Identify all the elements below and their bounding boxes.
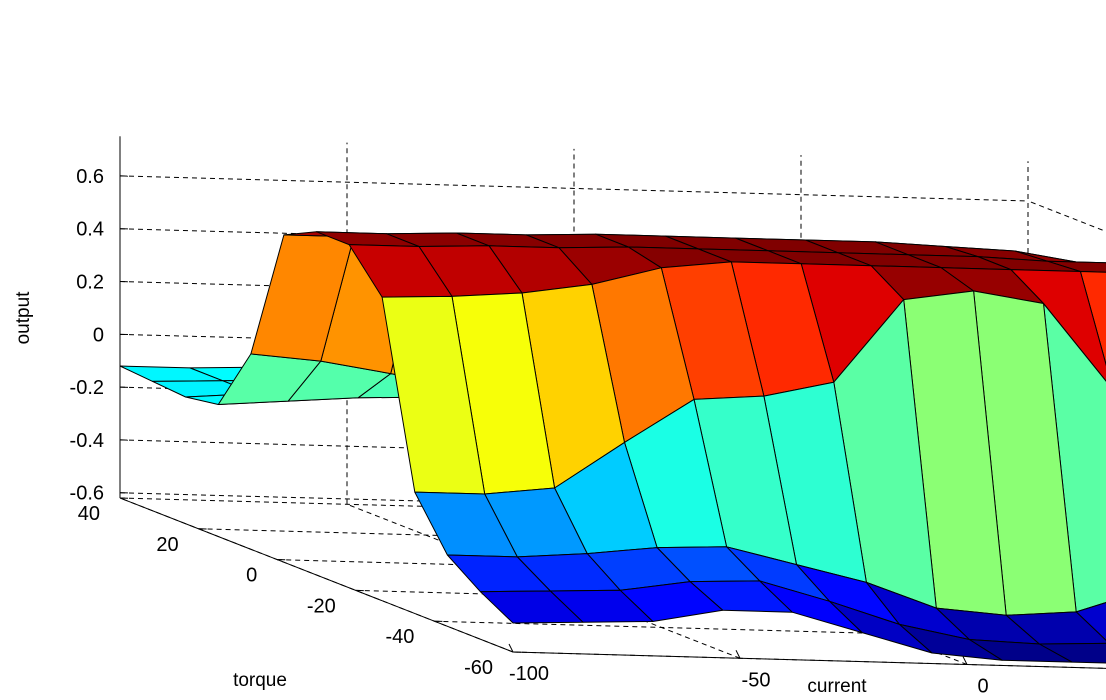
x-tick-label: -100 bbox=[509, 663, 549, 685]
y-tick-label: -60 bbox=[464, 657, 493, 679]
x-tick-mark bbox=[508, 643, 514, 653]
side-wall-grid-line bbox=[1027, 200, 1106, 233]
z-tick-label: 0.6 bbox=[76, 166, 104, 188]
x-tick-mark bbox=[962, 656, 968, 665]
z-tick-label: 0.2 bbox=[76, 272, 104, 294]
z-axis-label: output bbox=[13, 291, 34, 345]
surface-mesh bbox=[119, 231, 1106, 664]
surface-face bbox=[479, 590, 584, 624]
axes bbox=[119, 136, 1106, 669]
y-tick-label: 20 bbox=[156, 534, 178, 556]
x-tick-label: -50 bbox=[742, 669, 771, 691]
x-tick-mark bbox=[735, 650, 741, 659]
z-tick-label: -0.4 bbox=[70, 430, 104, 452]
y-tick-label: 0 bbox=[246, 565, 257, 587]
y-axis-label: torque bbox=[233, 670, 287, 691]
z-tick-label: -0.6 bbox=[70, 483, 104, 505]
y-tick-label: -40 bbox=[385, 626, 414, 648]
tick-labels: -0.6 -0.4 -0.2 0 0.2 0.4 0.6 -60 -40 -20 0 20 40 -100… bbox=[70, 166, 989, 698]
x-axis-label: current bbox=[807, 676, 867, 697]
x-tick-label: 0 bbox=[977, 676, 988, 698]
z-tick-label: -0.2 bbox=[70, 377, 104, 399]
y-axis-line bbox=[119, 497, 514, 653]
y-tick-label: -20 bbox=[307, 595, 336, 617]
z-tick-label: 0 bbox=[93, 324, 104, 346]
z-tick-label: 0.4 bbox=[76, 219, 104, 241]
back-wall-grid-line bbox=[119, 175, 1029, 202]
y-tick-label: 40 bbox=[78, 503, 100, 525]
